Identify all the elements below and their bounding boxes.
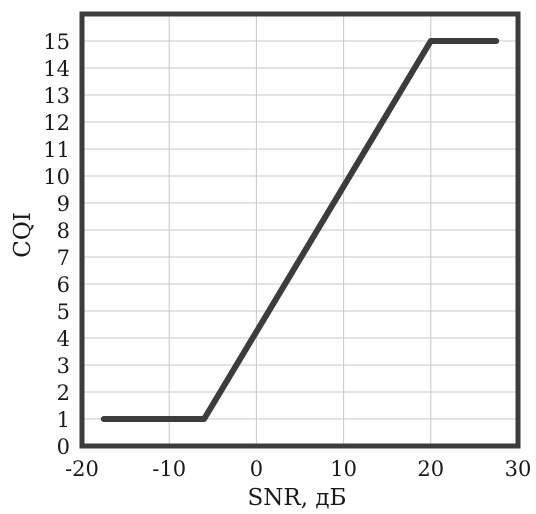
x-tick-label: 0 [250,457,263,481]
y-tick-label: 6 [57,273,70,297]
x-tick-label: 10 [330,457,357,481]
y-tick-label: 8 [57,219,70,243]
y-tick-label: 15 [43,30,70,54]
y-tick-label: 1 [57,408,70,432]
plot-area-frame [79,11,521,449]
x-axis-tick-labels: -20 -10 0 10 20 30 [65,457,531,481]
series-layer [100,38,500,422]
grid [81,14,519,447]
y-tick-label: 10 [43,165,70,189]
x-axis-label: SNR, дБ [248,485,347,511]
y-axis-label: CQI [10,212,36,258]
x-tick-label: 20 [417,457,444,481]
series-line-0 [100,38,500,422]
y-tick-label: 7 [57,246,70,270]
y-tick-label: 9 [57,192,70,216]
y-tick-label: 2 [57,381,70,405]
y-tick-label: 4 [57,327,70,351]
x-tick-label: -20 [65,457,99,481]
y-tick-label: 14 [43,57,70,81]
y-tick-label: 3 [57,354,70,378]
y-tick-label: 12 [43,111,70,135]
x-tick-label: 30 [505,457,532,481]
y-tick-label: 11 [43,138,70,162]
y-tick-label: 13 [43,84,70,108]
x-tick-label: -10 [152,457,186,481]
y-tick-label: 0 [57,435,70,459]
y-tick-label: 5 [57,300,70,324]
